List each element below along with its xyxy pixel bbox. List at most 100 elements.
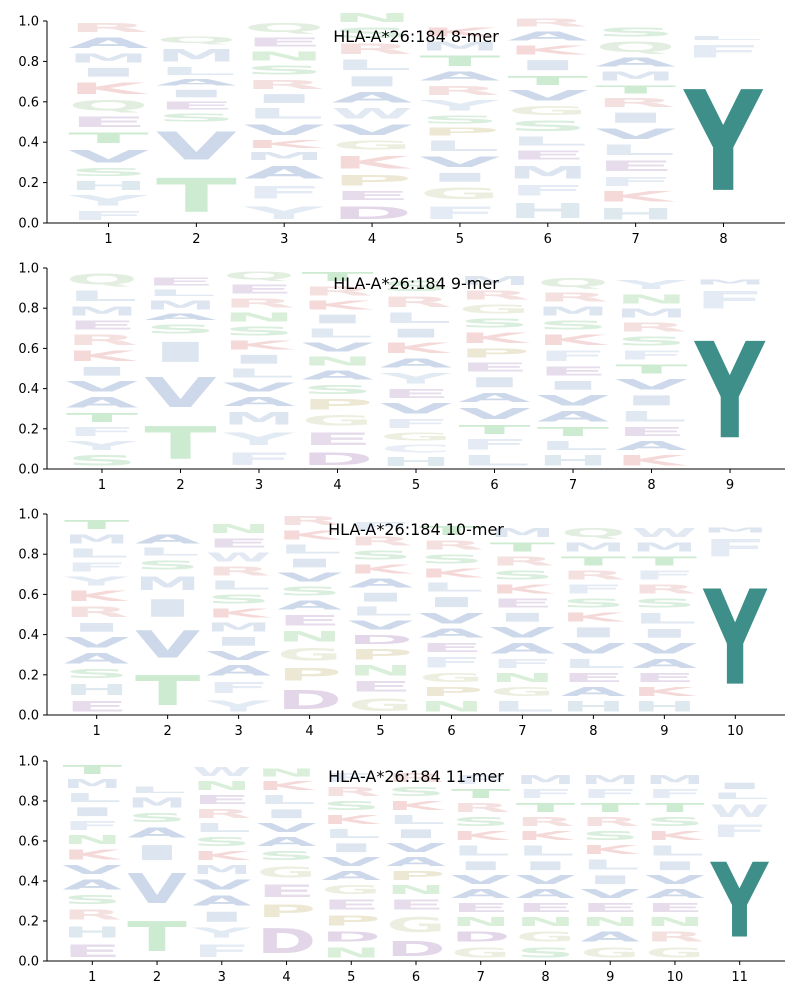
logo-letter-R: R (632, 583, 697, 597)
logo-letter-G: G (386, 913, 446, 937)
logo-letter-V: V (380, 401, 453, 417)
logo-letter-E: E (244, 35, 325, 49)
logo-letter-I: I (301, 312, 373, 326)
logo-letter-F: F (420, 203, 501, 223)
logo-letter-K: K (419, 566, 485, 580)
logo-letter-I: I (645, 859, 705, 873)
logo-letter-K: K (321, 813, 381, 827)
logo-letter-T: T (561, 554, 627, 568)
logo-letter-S: S (645, 815, 705, 829)
logo-letter-H: H (537, 453, 609, 469)
logo-letter-I: I (156, 88, 237, 100)
logo-letter-E: E (419, 641, 484, 655)
logo-letter-H: H (561, 699, 626, 715)
logo-letter-R: R (277, 514, 342, 528)
logo-letter-E: E (301, 429, 373, 449)
logo-letter-R: R (332, 41, 413, 57)
logo-letter-A: A (321, 869, 381, 883)
logo-letter-P: P (348, 647, 413, 663)
x-tick-label: 8 (541, 970, 549, 985)
logo-letter-I: I (507, 57, 588, 73)
logo-letter-K: K (516, 829, 576, 843)
logo-letter-Y: Y (222, 429, 294, 449)
logo-letter-L: L (144, 288, 216, 298)
x-tick-label: 7 (518, 724, 526, 739)
logo-letter-V: V (223, 381, 296, 395)
logo-letter-K: K (223, 339, 296, 353)
logo-letter-K: K (632, 685, 698, 699)
logo-letter-Y: Y (710, 841, 770, 961)
logo-letter-A: A (66, 395, 139, 411)
logo-letter-F: F (561, 583, 626, 597)
logo-letter-N: N (386, 883, 446, 897)
y-tick-label: 0.4 (18, 382, 39, 397)
logo-letter-H: H (68, 179, 149, 193)
logo-letter-E: E (537, 364, 609, 378)
logo-letter-T: T (66, 411, 138, 425)
logo-column-8: YFL (682, 35, 763, 223)
logo-letter-L: L (710, 791, 770, 801)
logo-letter-I: I (66, 365, 138, 379)
x-tick-label: 11 (731, 970, 748, 985)
x-tick-label: 9 (660, 724, 668, 739)
logo-letter-K: K (244, 138, 326, 150)
logo-letter-N: N (63, 833, 123, 847)
logo-letter-L: L (451, 843, 511, 859)
logo-letter-W: W (710, 802, 770, 822)
logo-letter-R: R (516, 815, 576, 829)
logo-letter-H: H (380, 455, 452, 469)
logo-letter-Q: Q (66, 270, 138, 288)
logo-column-10: YFM (702, 526, 768, 715)
logo-letter-M: M (68, 51, 149, 65)
y-tick-label: 0.4 (18, 628, 39, 643)
logo-letter-F: F (645, 787, 705, 801)
logo-letter-M: M (144, 298, 216, 312)
logo-letter-T: T (645, 801, 705, 815)
y-tick-label: 1.0 (18, 15, 39, 30)
logo-letter-K: K (420, 25, 501, 39)
x-tick-label: 8 (719, 232, 727, 247)
logo-letter-V: V (420, 154, 501, 170)
logo-letter-Q: Q (561, 526, 626, 540)
logo-letter-L: L (64, 546, 129, 560)
logo-letter-L: L (63, 791, 123, 805)
logo-letter-M: M (703, 526, 768, 534)
x-tick-label: 10 (727, 724, 744, 739)
logo-letter-I: I (710, 781, 770, 791)
logo-letter-S: S (144, 322, 216, 336)
logo-letter-M: M (223, 409, 295, 429)
logo-letter-S: S (135, 558, 200, 572)
logo-letter-K: K (380, 341, 453, 357)
logo-letter-L: L (127, 785, 187, 795)
logo-letter-L: L (257, 793, 317, 807)
logo-letter-R: R (458, 288, 530, 302)
logo-letter-R: R (537, 290, 609, 304)
logo-letter-Y: Y (682, 63, 763, 224)
logo-letter-V: V (192, 877, 252, 893)
logo-letter-F: F (580, 787, 640, 801)
logo-letter-Q: Q (68, 98, 149, 114)
logo-letter-W: W (192, 765, 252, 779)
logo-letter-K: K (206, 607, 272, 621)
logo-letter-S: S (223, 324, 295, 338)
logo-letter-K: K (507, 43, 588, 57)
logo-letter-D: D (257, 922, 317, 962)
logo-letter-L: L (223, 367, 295, 381)
logo-letter-S: S (63, 893, 123, 907)
logo-letter-N: N (244, 49, 325, 63)
logo-letter-Y: Y (419, 98, 500, 114)
logo-letter-R: R (66, 332, 138, 348)
logo-letter-F: F (595, 175, 676, 189)
logo-letter-A: A (192, 893, 252, 909)
logo-letter-T: T (632, 554, 698, 568)
logo-letter-P: P (420, 126, 501, 138)
logo-letter-A: A (458, 391, 531, 405)
x-tick-label: 9 (726, 478, 734, 493)
logo-letter-W: W (206, 550, 271, 564)
logo-letter-Y: Y (379, 371, 452, 387)
